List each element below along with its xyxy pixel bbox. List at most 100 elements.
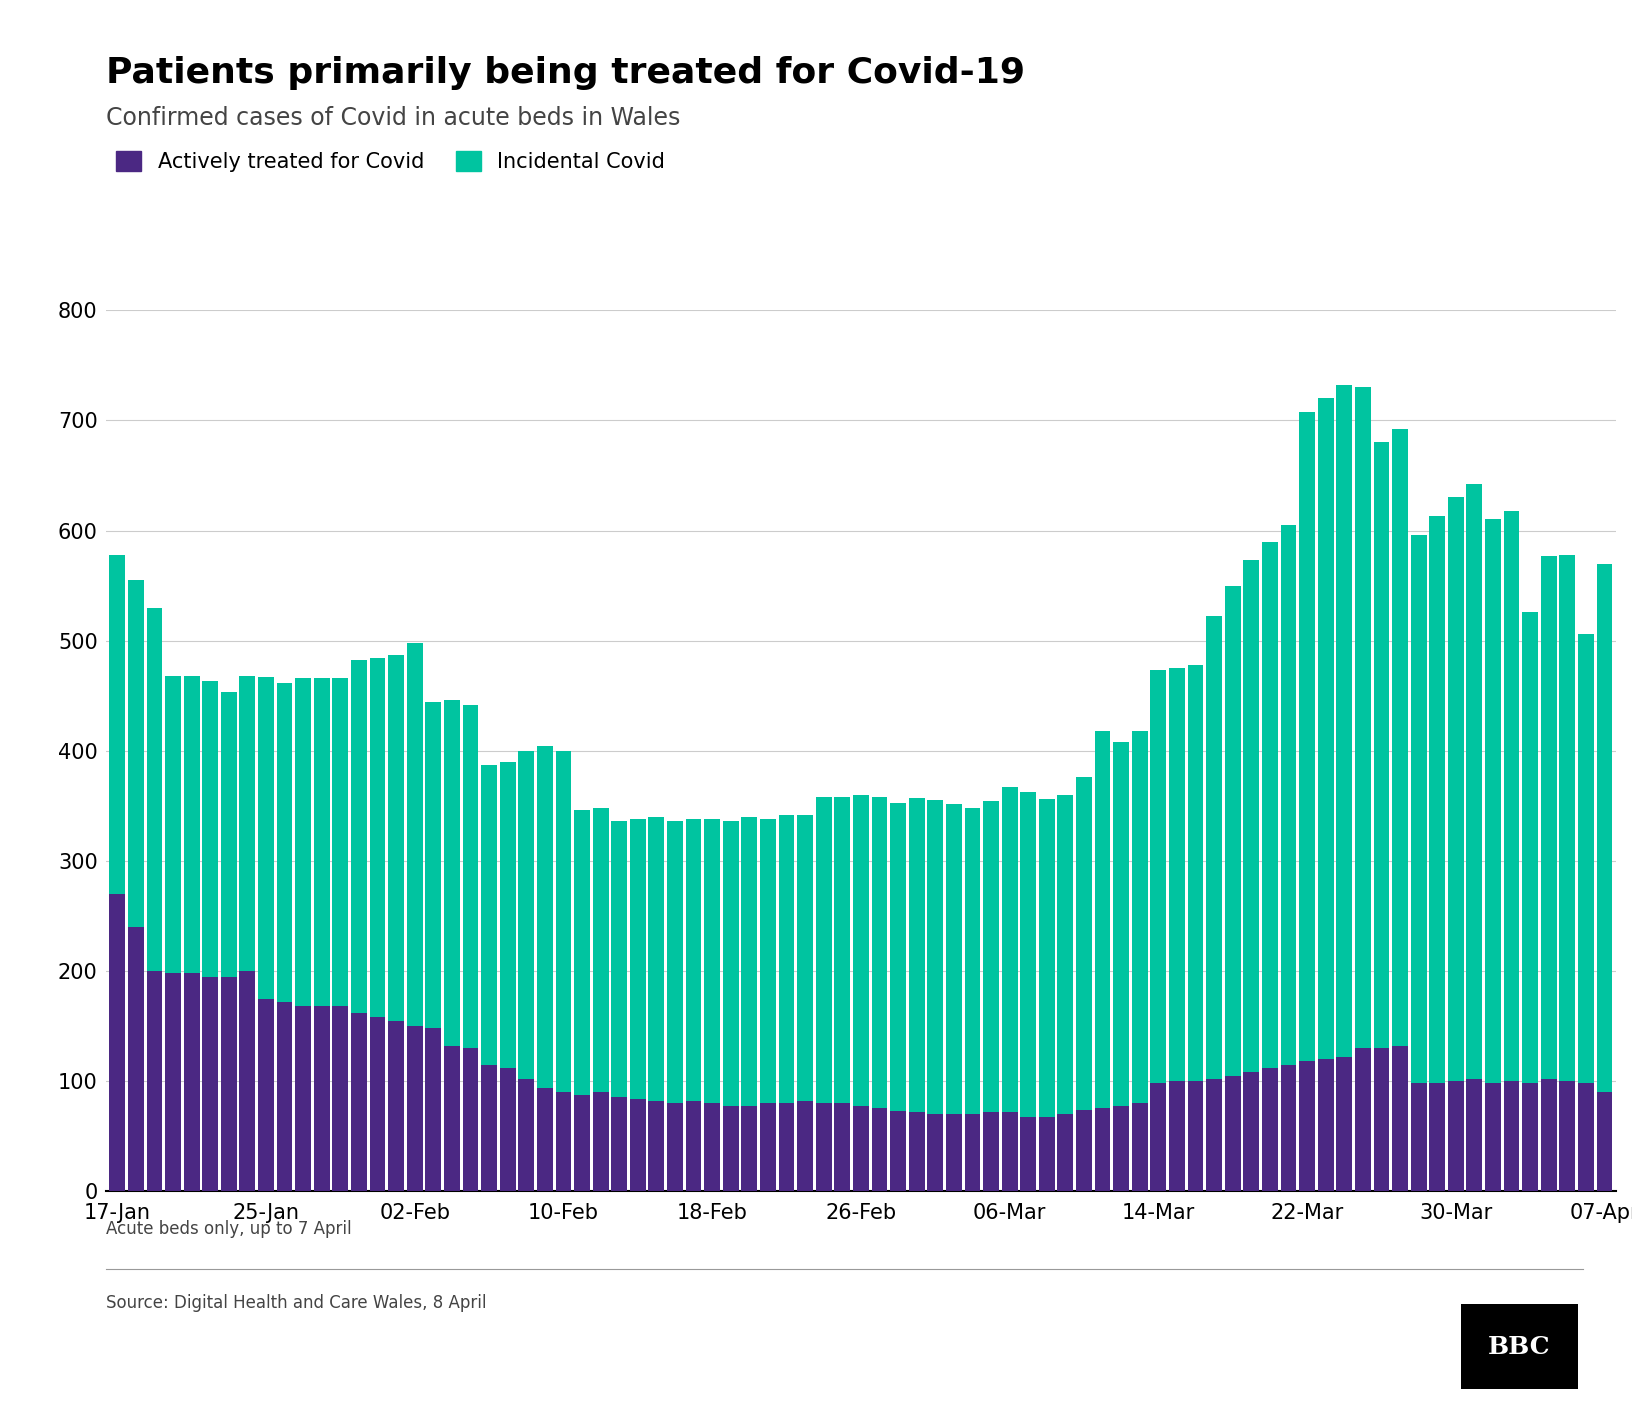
Bar xyxy=(854,795,868,1105)
Bar xyxy=(1485,1083,1501,1191)
Bar xyxy=(1299,412,1315,1062)
Bar xyxy=(1113,1105,1129,1191)
Bar xyxy=(1244,560,1260,1073)
Bar xyxy=(648,1101,664,1191)
Bar xyxy=(854,1105,868,1191)
Bar xyxy=(1169,668,1185,1081)
Bar xyxy=(277,1003,292,1191)
Bar xyxy=(1374,443,1389,1048)
Text: Acute beds only, up to 7 April: Acute beds only, up to 7 April xyxy=(106,1220,353,1238)
Bar xyxy=(871,1108,888,1191)
Bar xyxy=(240,971,255,1191)
Bar xyxy=(630,819,646,1098)
Bar xyxy=(1317,398,1333,1059)
Bar xyxy=(685,1101,702,1191)
Bar xyxy=(667,1103,682,1191)
Bar xyxy=(1596,1093,1612,1191)
Bar xyxy=(723,1105,739,1191)
Bar xyxy=(1410,1083,1426,1191)
Bar xyxy=(1206,1079,1222,1191)
Bar xyxy=(927,1114,943,1191)
Bar xyxy=(816,1103,832,1191)
Bar xyxy=(1040,1117,1054,1191)
Bar xyxy=(333,1007,348,1191)
Bar xyxy=(1392,429,1408,1046)
Bar xyxy=(1075,777,1092,1110)
Bar xyxy=(220,692,237,977)
Bar xyxy=(705,819,720,1103)
Bar xyxy=(1058,795,1074,1114)
Bar xyxy=(165,675,181,973)
Bar xyxy=(1523,612,1537,1083)
Bar xyxy=(109,554,126,894)
Text: Patients primarily being treated for Covid-19: Patients primarily being treated for Cov… xyxy=(106,56,1025,90)
Bar xyxy=(1596,564,1612,1093)
Bar xyxy=(1355,1048,1371,1191)
Bar xyxy=(127,928,144,1191)
Bar xyxy=(1244,1073,1260,1191)
Bar xyxy=(258,677,274,998)
Bar xyxy=(909,1112,925,1191)
Bar xyxy=(1337,385,1353,1058)
Bar xyxy=(1467,484,1482,1079)
Bar xyxy=(1206,616,1222,1079)
Bar xyxy=(1262,541,1278,1069)
Bar xyxy=(555,1093,571,1191)
Bar xyxy=(982,1112,999,1191)
Text: Source: Digital Health and Care Wales, 8 April: Source: Digital Health and Care Wales, 8… xyxy=(106,1294,486,1313)
Bar xyxy=(1448,498,1464,1081)
Bar xyxy=(555,750,571,1093)
Bar xyxy=(295,1007,312,1191)
Bar xyxy=(184,973,199,1191)
Bar xyxy=(1002,1112,1017,1191)
Bar xyxy=(1541,556,1557,1079)
Bar xyxy=(1448,1081,1464,1191)
Bar xyxy=(574,811,589,1094)
Bar xyxy=(1541,1079,1557,1191)
Bar xyxy=(519,750,534,1079)
Bar xyxy=(481,766,498,1065)
Bar xyxy=(406,1026,423,1191)
Bar xyxy=(889,1111,906,1191)
Bar xyxy=(761,1103,775,1191)
Bar xyxy=(1151,1083,1167,1191)
Bar xyxy=(1095,730,1110,1108)
Bar xyxy=(147,971,162,1191)
Bar xyxy=(796,1101,813,1191)
Bar xyxy=(1281,525,1296,1065)
Bar xyxy=(313,1007,330,1191)
Bar xyxy=(1224,1076,1240,1191)
Bar xyxy=(1095,1108,1110,1191)
Bar xyxy=(723,821,739,1105)
Text: Confirmed cases of Covid in acute beds in Wales: Confirmed cases of Covid in acute beds i… xyxy=(106,106,681,130)
Bar xyxy=(1503,1081,1519,1191)
Bar xyxy=(1133,730,1147,1103)
Bar xyxy=(369,1018,385,1191)
Bar xyxy=(444,1046,460,1191)
Bar xyxy=(1002,787,1017,1112)
Bar xyxy=(741,816,757,1105)
Bar xyxy=(351,1012,367,1191)
Bar xyxy=(462,705,478,1048)
Bar xyxy=(612,821,627,1097)
Bar xyxy=(796,815,813,1101)
Bar xyxy=(1020,1117,1036,1191)
Bar xyxy=(1503,510,1519,1081)
Bar xyxy=(147,608,162,971)
Bar xyxy=(1467,1079,1482,1191)
Bar xyxy=(1560,554,1575,1081)
Bar xyxy=(1430,1083,1444,1191)
Bar xyxy=(947,804,961,1114)
Bar xyxy=(444,701,460,1046)
Bar xyxy=(965,808,981,1114)
Bar xyxy=(1188,1081,1203,1191)
Bar xyxy=(240,675,255,971)
Bar xyxy=(761,819,775,1103)
Bar xyxy=(778,1103,795,1191)
Bar xyxy=(1337,1058,1353,1191)
Bar xyxy=(612,1097,627,1191)
Bar xyxy=(109,894,126,1191)
Bar xyxy=(426,1028,441,1191)
Bar xyxy=(258,998,274,1191)
Bar xyxy=(1485,519,1501,1083)
